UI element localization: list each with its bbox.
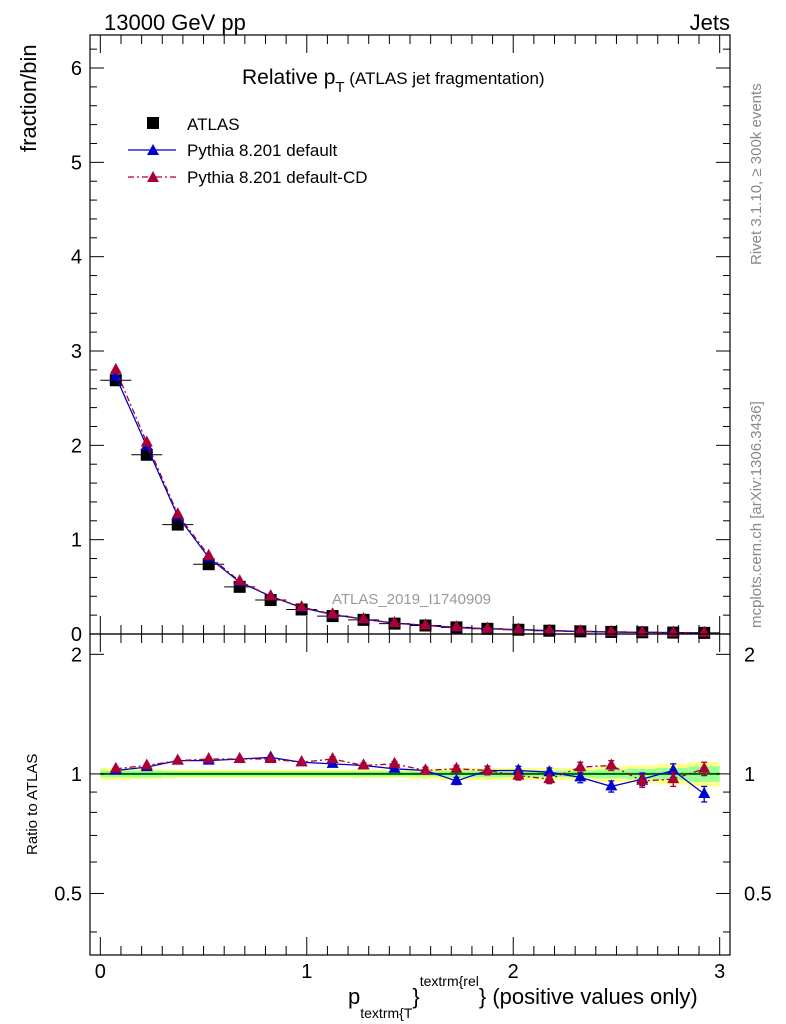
ratio-cd-marker — [698, 761, 711, 773]
mcplots-label: mcplots.cern.ch [arXiv:1306.3436] — [748, 401, 765, 628]
x-axis-label-sup: textrm{rel — [420, 973, 479, 989]
ratio-cd-marker — [543, 772, 556, 784]
mc-cd-marker — [574, 624, 587, 636]
mc-cd-marker — [605, 624, 618, 636]
x-axis-label-close: } — [412, 984, 419, 1009]
ratio-ytick-label-right: 0.5 — [744, 883, 772, 905]
analysis-watermark: ATLAS_2019_I1740909 — [332, 591, 491, 608]
data-point-atlas — [171, 518, 184, 531]
mc-cd-marker — [233, 574, 246, 586]
ratio-axes: 0.5 0.5 1 1 2 2 0 1 2 3 — [54, 633, 772, 983]
main-title-sub: T — [335, 79, 344, 96]
main-ytick-label: 4 — [71, 247, 82, 269]
mc-cd-marker — [450, 620, 463, 632]
mc-cd-marker — [140, 435, 153, 447]
ratio-ylabel: Ratio to ATLAS — [24, 754, 41, 855]
main-ytick-label: 3 — [71, 341, 82, 363]
legend-label-default: Pythia 8.201 default — [187, 141, 338, 160]
legend-marker-cd — [147, 171, 159, 182]
rivet-label: Rivet 3.1.10, ≥ 300k events — [748, 83, 765, 265]
header-right: Jets — [690, 10, 730, 35]
mc-cd-marker — [264, 589, 277, 601]
ratio-cd-marker — [140, 758, 153, 770]
x-axis-label-rest: } (positive values only) — [479, 984, 698, 1009]
ratio-cd-marker — [171, 753, 184, 765]
main-ytick-label: 5 — [71, 152, 82, 174]
ratio-default-marker — [574, 770, 587, 782]
x-tick-label: 2 — [508, 961, 519, 983]
ratio-cd-line — [115, 758, 705, 782]
mc-cd-marker — [171, 507, 184, 519]
legend: ATLAS Pythia 8.201 default Pythia 8.201 … — [128, 115, 368, 187]
x-tick-label: 3 — [714, 961, 725, 983]
ratio-default-marker — [543, 765, 556, 777]
main-ytick-label: 6 — [71, 58, 82, 80]
x-axis-label-sub: textrm{T — [360, 1005, 413, 1021]
ratio-ytick-label-right: 1 — [744, 764, 755, 786]
main-plot-area — [100, 362, 720, 639]
ratio-cd-marker — [264, 752, 277, 764]
legend-marker-default — [147, 144, 159, 155]
ratio-ytick-label: 1 — [71, 764, 82, 786]
ratio-cd-marker — [605, 758, 618, 770]
legend-label-cd: Pythia 8.201 default-CD — [187, 168, 368, 187]
ratio-cd-marker — [667, 772, 680, 784]
x-tick-label: 0 — [95, 961, 106, 983]
main-title: Relative pT (ATLAS jet fragmentation) — [242, 66, 545, 96]
ratio-cd-marker — [450, 761, 463, 773]
mc-cd-marker — [295, 600, 308, 612]
x-axis-label-p: p — [348, 984, 360, 1009]
ratio-cd-marker — [202, 752, 215, 764]
mc-cd-marker — [543, 623, 556, 635]
main-axes: 0 1 2 3 4 5 6 — [71, 34, 731, 646]
main-ytick-label: 1 — [71, 530, 82, 552]
ratio-cd-marker — [636, 773, 649, 785]
mc-cd-marker — [326, 607, 339, 619]
ratio-cd-marker — [419, 763, 432, 775]
mc-cd-marker — [419, 618, 432, 630]
ratio-cd-marker — [512, 768, 525, 780]
mc-cd-marker — [512, 622, 525, 634]
main-panel: Relative pT (ATLAS jet fragmentation) fr… — [16, 34, 731, 646]
x-tick-label: 1 — [301, 961, 312, 983]
ratio-default-marker — [605, 779, 618, 791]
mc-cd-marker — [357, 612, 370, 624]
main-title-text: Relative p — [242, 66, 335, 89]
ratio-cd-marker — [357, 758, 370, 770]
main-ytick-label: 2 — [71, 435, 82, 457]
ratio-ytick-label: 0.5 — [54, 883, 82, 905]
mc-cd-line — [115, 369, 705, 634]
mc-cd-marker — [481, 621, 494, 633]
legend-marker-atlas — [147, 117, 159, 129]
main-title-rest: (ATLAS jet fragmentation) — [345, 69, 545, 88]
main-ytick-label: 0 — [71, 624, 82, 646]
ratio-ytick-label-right: 2 — [744, 644, 755, 666]
ratio-default-marker — [698, 786, 711, 798]
header-left: 13000 GeV pp — [104, 10, 246, 35]
ratio-cd-marker — [481, 763, 494, 775]
mc-cd-marker — [388, 615, 401, 627]
ratio-cd-marker — [326, 752, 339, 764]
ratio-plot-area — [100, 750, 720, 803]
main-frame — [89, 34, 731, 635]
main-ylabel: fraction/bin — [16, 44, 41, 152]
ratio-cd-marker — [109, 761, 122, 773]
x-axis-label: ptextrm{T}textrm{rel} (positive values o… — [348, 973, 698, 1021]
mc-cd-marker — [109, 362, 122, 374]
mc-default-marker — [109, 369, 122, 381]
ratio-cd-marker — [233, 752, 246, 764]
ratio-cd-marker — [388, 756, 401, 768]
mc-cd-marker — [202, 548, 215, 560]
ratio-panel: Ratio to ATLAS 0.5 0.5 1 1 2 2 0 1 2 3 — [24, 633, 772, 983]
ratio-cd-marker — [295, 755, 308, 767]
ratio-ytick-label: 2 — [71, 644, 82, 666]
ratio-cd-marker — [574, 760, 587, 772]
mc-default-line — [115, 376, 705, 634]
legend-label-atlas: ATLAS — [187, 115, 240, 134]
ratio-default-line — [115, 756, 705, 795]
ratio-default-marker — [450, 773, 463, 785]
ratio-frame — [89, 633, 731, 956]
